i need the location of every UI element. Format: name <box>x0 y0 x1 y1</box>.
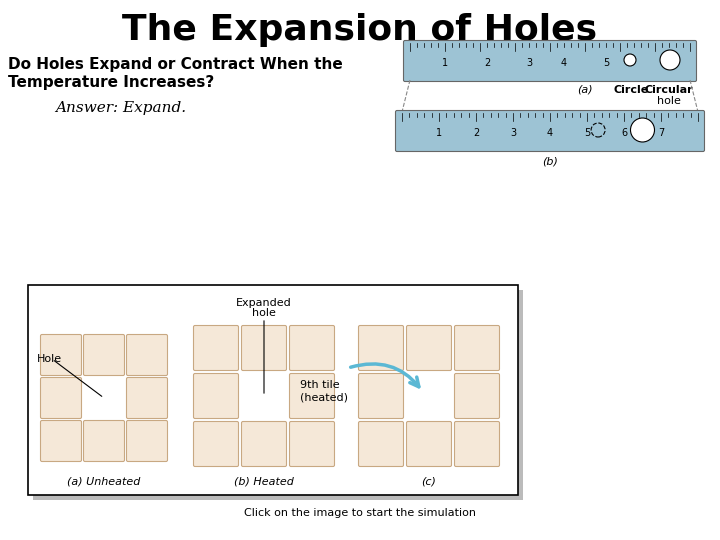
Text: 2: 2 <box>473 128 479 138</box>
FancyBboxPatch shape <box>359 422 403 467</box>
Text: 3: 3 <box>526 58 532 68</box>
Bar <box>28 285 518 495</box>
FancyBboxPatch shape <box>194 374 238 418</box>
Text: 3: 3 <box>510 128 516 138</box>
FancyArrowPatch shape <box>351 364 419 387</box>
Text: (a): (a) <box>577 85 593 95</box>
FancyBboxPatch shape <box>395 111 704 152</box>
Text: Temperature Increases?: Temperature Increases? <box>8 75 215 90</box>
Text: The Expansion of Holes: The Expansion of Holes <box>122 13 598 47</box>
FancyBboxPatch shape <box>241 326 287 370</box>
Text: Hole: Hole <box>37 354 62 364</box>
Text: (a) Unheated: (a) Unheated <box>67 476 140 486</box>
FancyBboxPatch shape <box>289 326 335 370</box>
Circle shape <box>660 50 680 70</box>
FancyBboxPatch shape <box>289 422 335 467</box>
Text: (heated): (heated) <box>300 392 348 402</box>
Text: (b) Heated: (b) Heated <box>234 476 294 486</box>
Text: 7: 7 <box>658 128 664 138</box>
Text: Do Holes Expand or Contract When the: Do Holes Expand or Contract When the <box>8 57 343 72</box>
Text: 2: 2 <box>484 58 490 68</box>
Text: 1: 1 <box>436 128 442 138</box>
Text: 5: 5 <box>603 58 609 68</box>
FancyBboxPatch shape <box>127 421 168 462</box>
Text: hole: hole <box>657 96 681 106</box>
Text: 9th tile: 9th tile <box>300 380 340 390</box>
FancyBboxPatch shape <box>84 334 125 375</box>
FancyBboxPatch shape <box>454 374 500 418</box>
Text: Circle: Circle <box>613 85 649 95</box>
FancyBboxPatch shape <box>40 421 81 462</box>
Text: Circular: Circular <box>644 85 693 95</box>
FancyBboxPatch shape <box>407 326 451 370</box>
FancyBboxPatch shape <box>359 374 403 418</box>
FancyBboxPatch shape <box>241 422 287 467</box>
Text: Answer: Expand.: Answer: Expand. <box>55 101 186 115</box>
FancyBboxPatch shape <box>289 374 335 418</box>
Text: hole: hole <box>252 308 276 318</box>
Text: 5: 5 <box>584 128 590 138</box>
Circle shape <box>624 54 636 66</box>
FancyBboxPatch shape <box>40 377 81 418</box>
FancyBboxPatch shape <box>84 421 125 462</box>
Text: Expanded: Expanded <box>236 298 292 308</box>
Text: Click on the image to start the simulation: Click on the image to start the simulati… <box>244 508 476 518</box>
FancyBboxPatch shape <box>40 334 81 375</box>
Text: 4: 4 <box>547 128 553 138</box>
Text: (c): (c) <box>422 476 436 486</box>
Text: 4: 4 <box>561 58 567 68</box>
FancyBboxPatch shape <box>127 377 168 418</box>
FancyBboxPatch shape <box>359 326 403 370</box>
FancyBboxPatch shape <box>403 40 696 82</box>
FancyBboxPatch shape <box>127 334 168 375</box>
FancyBboxPatch shape <box>194 422 238 467</box>
Circle shape <box>631 118 654 142</box>
FancyBboxPatch shape <box>454 422 500 467</box>
Text: 1: 1 <box>442 58 448 68</box>
Text: 6: 6 <box>621 128 627 138</box>
FancyBboxPatch shape <box>454 326 500 370</box>
FancyBboxPatch shape <box>407 422 451 467</box>
FancyBboxPatch shape <box>194 326 238 370</box>
Text: (b): (b) <box>542 157 558 167</box>
Bar <box>33 290 523 500</box>
